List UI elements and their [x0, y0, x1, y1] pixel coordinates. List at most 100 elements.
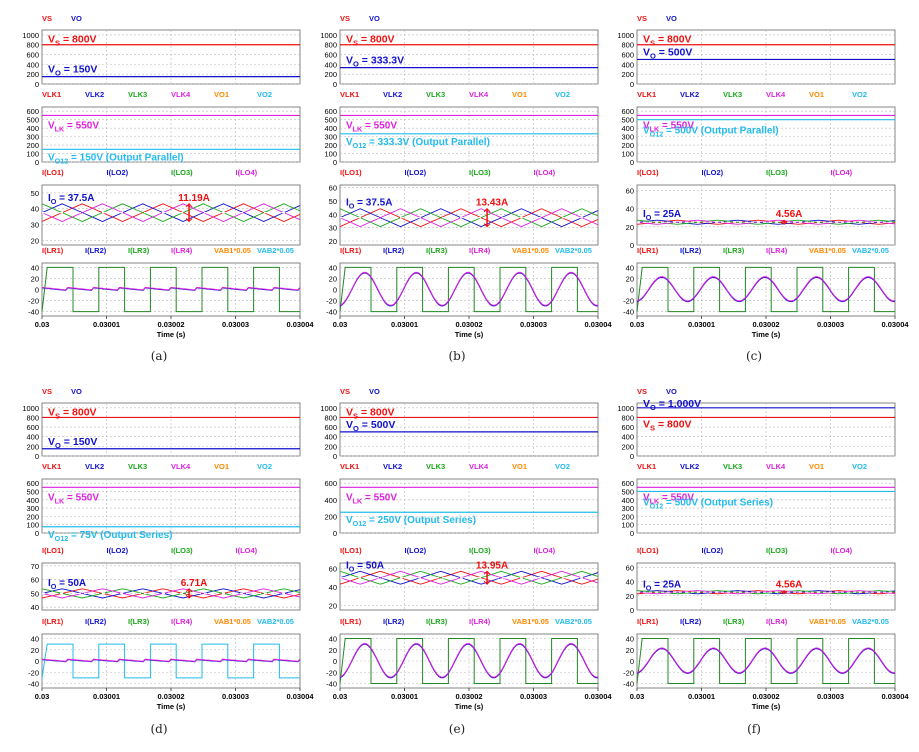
legend-i-lr4-: I(LR4) — [171, 617, 193, 626]
legend-i-lr3-: I(LR3) — [426, 246, 448, 255]
lo-panel: 20 30 40 50 60 IO = 37.5A 13.43A — [329, 184, 599, 246]
lo-panel-ytick: 30 — [31, 220, 39, 229]
legend-i-lr1-: I(LR1) — [340, 617, 362, 626]
legend-i-lr4-: I(LR4) — [469, 617, 491, 626]
vlk-panel-ytick: 0 — [35, 529, 39, 538]
legend-vab1-0-05: VAB1*0.05 — [214, 246, 251, 255]
legend-vo1: VO1 — [214, 462, 229, 471]
voltage-panel-ytick: 0 — [630, 452, 634, 461]
vlk-label: VLK = 550V — [643, 492, 694, 505]
lr-panel-ytick: -40 — [28, 680, 39, 689]
lo-panel-frame — [636, 562, 896, 611]
vo12-label: VO12 = 500V (Output Series) — [643, 497, 773, 510]
ilr-trace-magenta — [636, 647, 895, 674]
lr-panel-ytick: -20 — [28, 668, 39, 677]
lo-panel-ytick: 50 — [329, 197, 337, 206]
legend-vo2: VO2 — [852, 90, 867, 99]
lr-panel-ytick: -40 — [326, 308, 337, 317]
voltage-panel-ytick: 600 — [324, 423, 337, 432]
vab-trace — [339, 638, 598, 684]
legend-vlk2: VLK2 — [383, 90, 402, 99]
legend-vlk2: VLK2 — [383, 462, 402, 471]
time-tick-label: 0.03002 — [455, 692, 482, 701]
lo4-trace — [339, 208, 599, 228]
lo-panel-ytick: 0 — [630, 241, 634, 250]
legend-vo: VO — [369, 387, 380, 396]
legend-i-lr1-: I(LR1) — [42, 617, 64, 626]
legend-i-lr3-: I(LR3) — [128, 246, 150, 255]
legend-vlk3: VLK3 — [128, 90, 147, 99]
legend-vlk1: VLK1 — [340, 90, 359, 99]
voltage-panel-ytick: 0 — [333, 80, 337, 89]
legend-vo: VO — [71, 387, 82, 396]
time-tick-label: 0.03004 — [286, 320, 314, 329]
legend-i-lr1-: I(LR1) — [637, 246, 659, 255]
lo-panel: 20 40 60 IO = 50A 13.95A — [329, 560, 599, 611]
legend-i-lr2-: I(LR2) — [85, 246, 107, 255]
lr-panel-ytick: -40 — [326, 680, 337, 689]
vo12-label: VO12 = 500V (Output Parallel) — [643, 126, 779, 139]
legend-i-lr3-: I(LR3) — [426, 617, 448, 626]
voltage-panel-ytick: 200 — [26, 70, 39, 79]
lo-panel-ytick: 60 — [31, 576, 39, 585]
ilr-trace-magenta — [636, 276, 895, 302]
lr-panel-ytick: 40 — [626, 263, 634, 272]
lr-panel: -40 -20 0 20 40 — [28, 633, 301, 689]
lo-panel-ytick: 60 — [329, 565, 337, 574]
lo-panel-ytick: 60 — [626, 186, 634, 195]
lo3-trace — [41, 203, 301, 222]
time-axis-title: Time (s) — [157, 330, 186, 339]
lo-panel: 0 20 40 60 IO = 25A 4.56A — [626, 184, 896, 250]
ripple-arrow-down — [780, 220, 788, 226]
legend-vab1-0-05: VAB1*0.05 — [512, 246, 549, 255]
vlk-panel-ytick: 0 — [333, 158, 337, 167]
lr-panel: -40 -20 0 20 40 — [326, 262, 599, 317]
time-tick-label: 0.03003 — [222, 692, 249, 701]
voltage-panel-ytick: 400 — [26, 60, 39, 69]
legend-vs: VS — [42, 14, 52, 23]
lo1-trace — [41, 203, 301, 222]
legend-vab2-0-05: VAB2*0.05 — [257, 617, 294, 626]
legend-vo2: VO2 — [257, 462, 272, 471]
io-label: IO = 50A — [48, 578, 86, 591]
lr-panel-ytick: 0 — [35, 286, 39, 295]
time-tick-label: 0.03002 — [455, 320, 482, 329]
ripple-arrow-down — [483, 580, 491, 585]
vo12-label: VO12 = 150V (Output Parallel) — [48, 152, 184, 165]
ripple-arrow-up — [185, 588, 193, 593]
lr-panel-ytick: 0 — [333, 286, 337, 295]
vlk-panel-ytick: 200 — [324, 512, 337, 521]
ripple-arrow-up — [185, 203, 193, 208]
legend-vlk4: VLK4 — [171, 462, 191, 471]
time-tick-label: 0.03 — [630, 692, 645, 701]
legend-vab2-0-05: VAB2*0.05 — [555, 617, 592, 626]
time-tick-label: 0.03003 — [817, 320, 844, 329]
vlk-panel-ytick: 400 — [621, 496, 634, 505]
voltage-panel-ytick: 800 — [621, 41, 634, 50]
legend-vlk3: VLK3 — [723, 90, 742, 99]
legend-vlk3: VLK3 — [426, 462, 445, 471]
lr-panel-ytick: -20 — [623, 297, 634, 306]
legend-i-lr4-: I(LR4) — [171, 246, 193, 255]
legend-vlk2: VLK2 — [680, 90, 699, 99]
legend-vlk2: VLK2 — [680, 462, 699, 471]
legend-i-lo1-: I(LO1) — [340, 546, 362, 555]
time-tick-label: 0.03003 — [222, 320, 249, 329]
legend-i-lo3-: I(LO3) — [469, 168, 491, 177]
legend-vo2: VO2 — [555, 462, 570, 471]
vlk-panel-ytick: 500 — [324, 116, 337, 125]
vlk-panel-ytick: 500 — [621, 116, 634, 125]
time-axis-title: Time (s) — [752, 702, 781, 711]
vlk-panel-ytick: 600 — [26, 107, 39, 116]
ripple-arrow-down — [780, 590, 788, 595]
io-label: IO = 37.5A — [48, 193, 94, 206]
legend-vab2-0-05: VAB2*0.05 — [852, 246, 889, 255]
lo1-trace — [41, 588, 301, 599]
lo-panel-ytick: 40 — [626, 578, 634, 587]
